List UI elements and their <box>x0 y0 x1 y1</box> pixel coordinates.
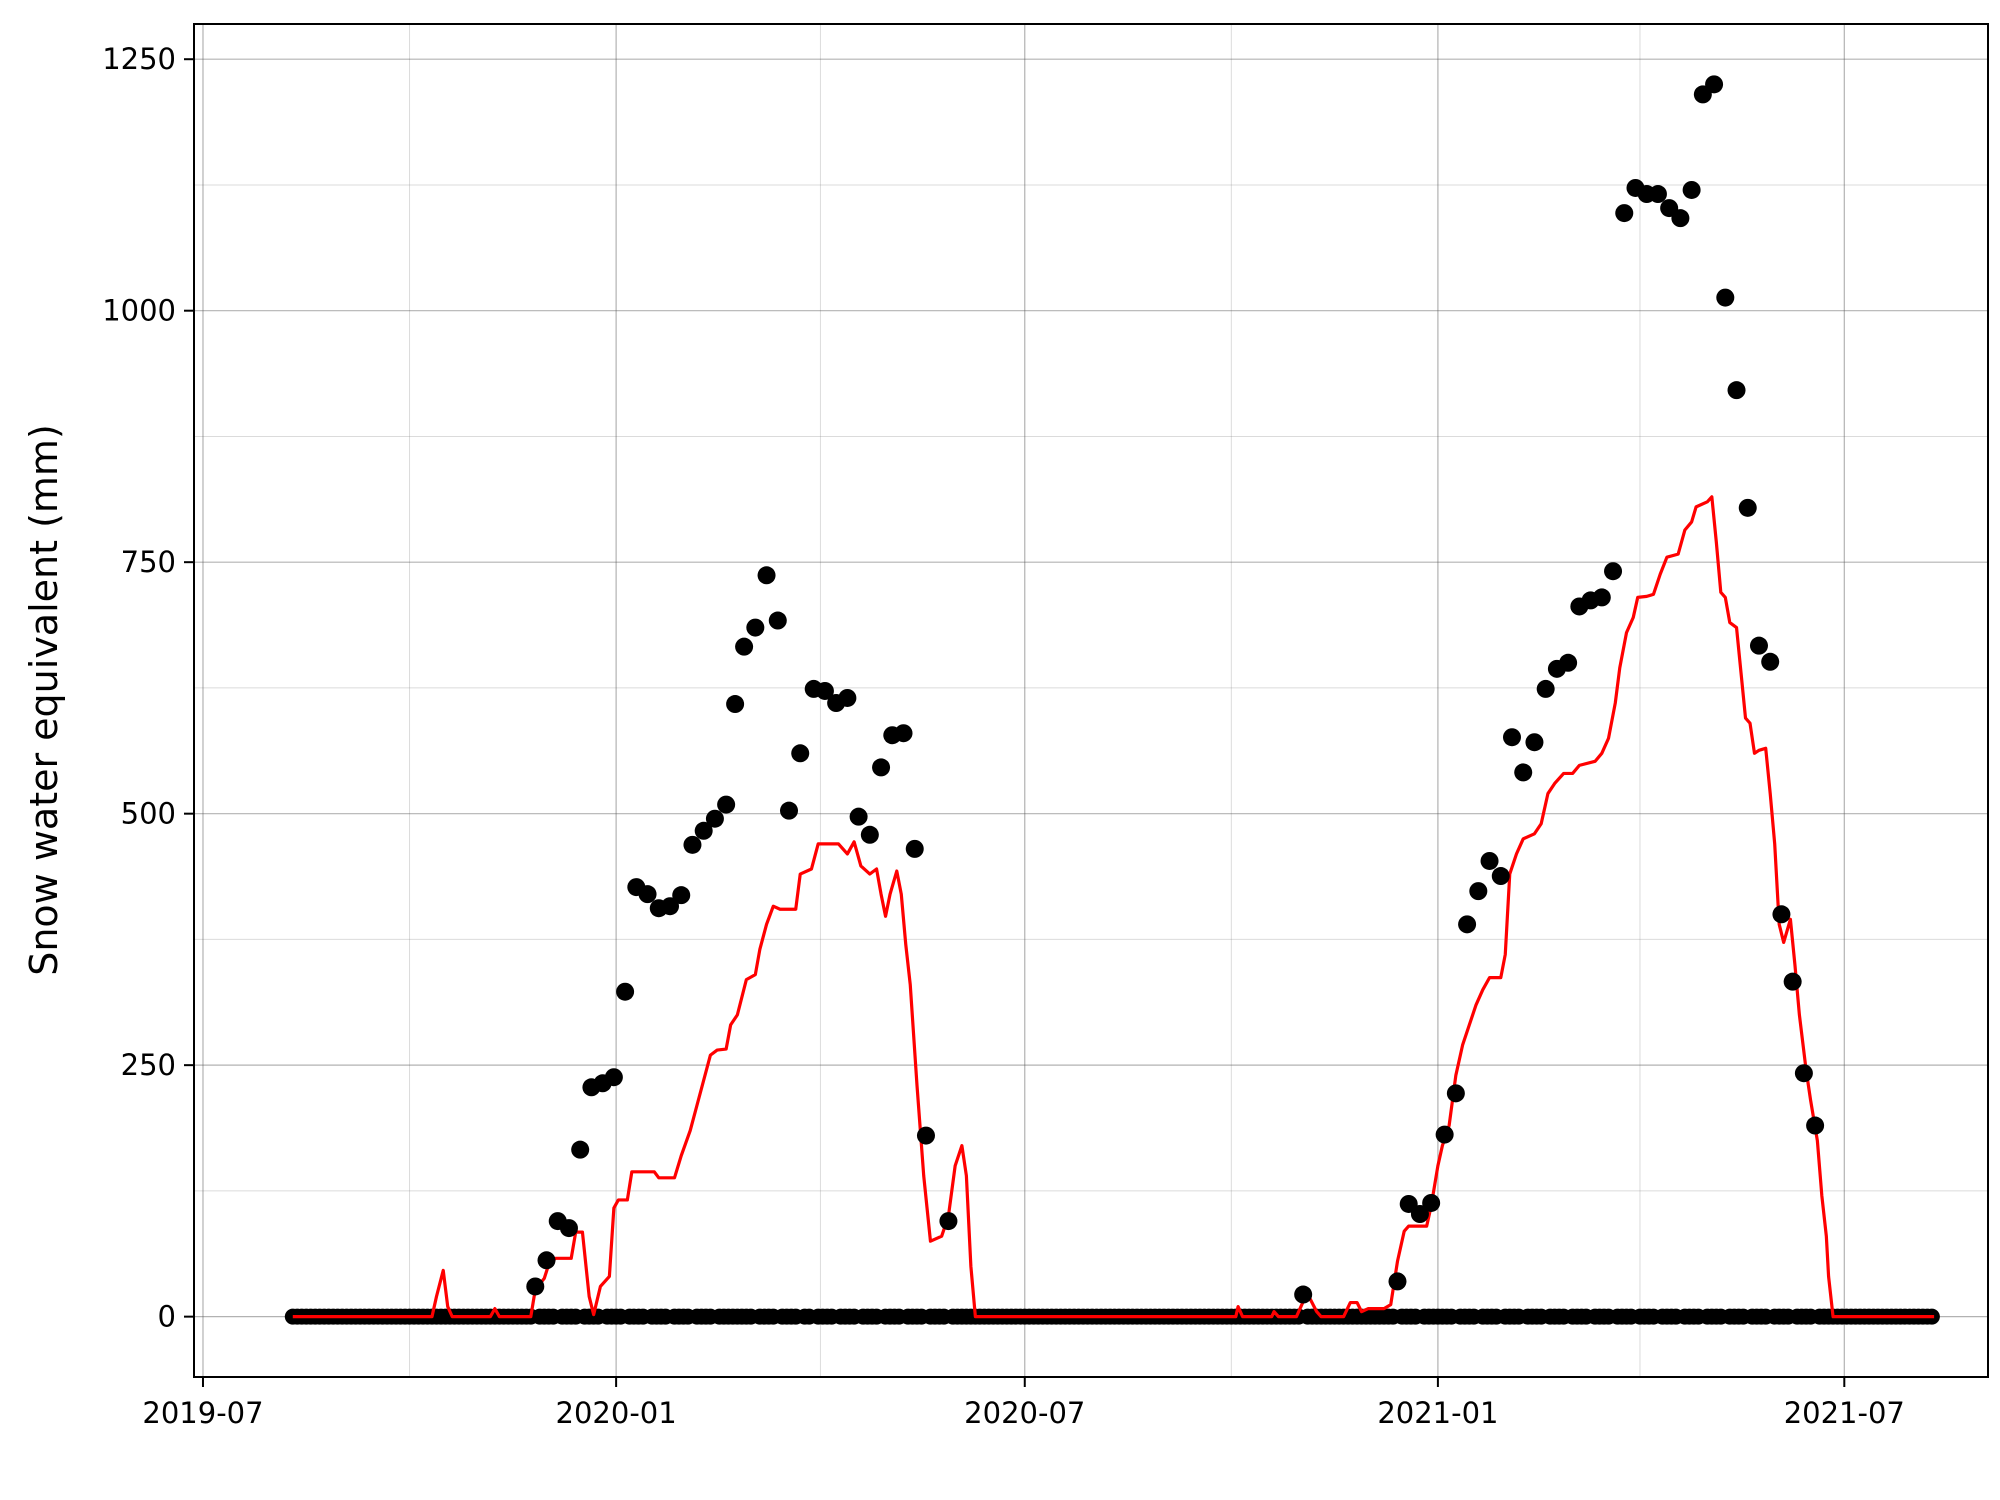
y-tick-label: 250 <box>121 1048 176 1082</box>
observed-point <box>757 566 776 585</box>
y-tick-label: 1000 <box>102 294 176 328</box>
observed-point <box>735 637 754 656</box>
observed-point <box>1458 915 1477 934</box>
observed-point <box>1738 498 1757 517</box>
observed-point <box>905 839 924 858</box>
y-tick-label: 0 <box>158 1300 176 1334</box>
observed-point <box>1469 882 1488 901</box>
observed-point <box>1502 728 1521 747</box>
observed-point <box>1592 588 1611 607</box>
observed-point <box>1410 1205 1429 1224</box>
observed-point <box>726 695 745 714</box>
observed-point <box>815 681 834 700</box>
observed-points <box>526 75 1825 1304</box>
observed-point <box>1716 288 1735 307</box>
observed-point <box>1671 209 1690 228</box>
observed-point <box>1794 1064 1813 1083</box>
observed-point <box>860 825 879 844</box>
observed-point <box>872 758 891 777</box>
x-tick-label: 2020-01 <box>556 1396 677 1430</box>
observed-point <box>672 886 691 905</box>
x-tick-label: 2020-07 <box>964 1396 1085 1430</box>
observed-zero-points <box>284 1308 1940 1325</box>
observed-point <box>717 795 736 814</box>
plot-frame <box>193 23 1989 1378</box>
observed-point <box>1388 1272 1407 1291</box>
axes: 2019-07 2020-01 2020-07 2021-01 2021-07 0 250 5… <box>102 42 1905 1430</box>
x-tick-label: 2021-07 <box>1784 1396 1905 1430</box>
observed-point <box>1682 180 1701 199</box>
observed-point <box>616 982 635 1001</box>
observed-point <box>683 835 702 854</box>
x-tick-label: 2021-01 <box>1377 1396 1498 1430</box>
y-tick-label: 1250 <box>102 42 176 76</box>
observed-point <box>1525 733 1544 752</box>
observed-point <box>705 809 724 828</box>
observed-point <box>1761 652 1780 671</box>
observed-point <box>1491 867 1510 886</box>
observed-point <box>780 801 799 820</box>
observed-point <box>894 724 913 743</box>
observed-point <box>571 1140 590 1159</box>
observed-point <box>1615 204 1634 223</box>
observed-point <box>1514 763 1533 782</box>
y-tick-label: 750 <box>121 545 176 579</box>
x-tick-label: 2019-07 <box>142 1396 263 1430</box>
observed-point <box>1294 1285 1313 1304</box>
observed-point <box>1727 381 1746 400</box>
observed-point <box>939 1212 958 1231</box>
observed-point <box>638 885 657 904</box>
observed-point <box>1604 562 1623 581</box>
observed-point <box>1435 1125 1454 1144</box>
observed-point <box>694 821 713 840</box>
observed-point <box>1480 851 1499 870</box>
observed-point <box>1806 1116 1825 1135</box>
y-tick-label: 500 <box>121 797 176 831</box>
observed-point <box>1648 185 1667 204</box>
observed-point <box>559 1219 578 1238</box>
observed-point <box>849 807 868 826</box>
observed-point <box>661 897 680 916</box>
observed-point <box>838 688 857 707</box>
observed-point <box>1536 679 1555 698</box>
observed-point <box>1559 653 1578 672</box>
observed-point <box>526 1277 545 1296</box>
observed-point <box>1705 75 1724 94</box>
observed-point <box>791 744 810 763</box>
observed-point <box>768 611 787 630</box>
observed-point <box>604 1068 623 1087</box>
observed-point <box>1783 972 1802 991</box>
observed-point <box>1749 636 1768 655</box>
observed-point <box>916 1126 935 1145</box>
y-axis-title: Snow water equivalent (mm) <box>22 424 66 976</box>
observed-point <box>746 618 765 637</box>
observed-point <box>1772 905 1791 924</box>
grid <box>194 24 1988 1377</box>
observed-point <box>1446 1084 1465 1103</box>
series-layer <box>284 75 1940 1325</box>
observed-point <box>537 1251 556 1270</box>
observed-point <box>1422 1193 1441 1212</box>
